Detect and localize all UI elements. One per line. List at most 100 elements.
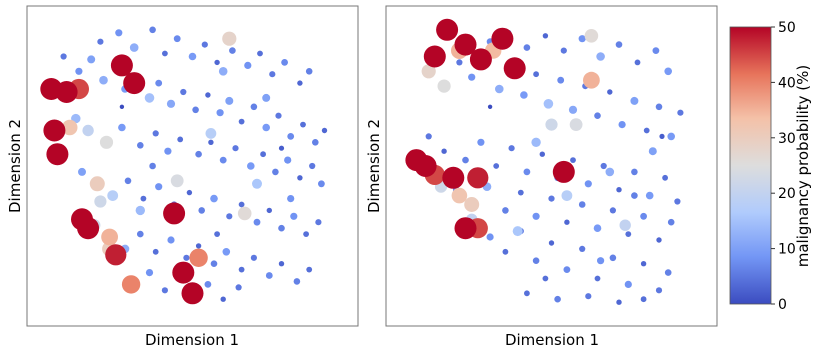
scatter-point — [631, 192, 638, 199]
scatter-point — [189, 248, 208, 267]
scatter-point — [220, 296, 226, 302]
scatter-point — [593, 224, 602, 232]
scatter-point — [520, 91, 528, 99]
scatter-point — [287, 133, 295, 140]
scatter-point — [306, 266, 313, 273]
scatter-point — [152, 248, 159, 255]
scatter-point — [155, 79, 163, 87]
scatter-point — [543, 99, 554, 109]
scatter-point — [260, 151, 266, 158]
scatter-point — [616, 187, 622, 193]
scatter-point — [183, 254, 190, 261]
scatter-point — [192, 106, 199, 114]
scatter-point — [584, 180, 592, 188]
scatter-point — [247, 162, 255, 170]
scatter-point — [123, 72, 146, 95]
scatter-point — [60, 53, 67, 60]
scatter-point — [107, 190, 119, 202]
scatter-point — [214, 231, 221, 238]
scatter-point — [149, 162, 156, 170]
scatter-point — [287, 195, 295, 203]
scatter-point — [585, 293, 592, 300]
scatter-point — [210, 194, 218, 203]
scatter-point — [181, 282, 204, 305]
scatter-point — [493, 163, 500, 169]
scatter-point — [121, 275, 141, 294]
scatter-point — [105, 244, 127, 266]
scatter-point — [201, 41, 208, 48]
scatter-point — [118, 123, 126, 132]
scatter-point — [124, 177, 132, 185]
scatter-point — [524, 290, 530, 297]
scatter-point — [414, 155, 437, 177]
scatter-point — [645, 191, 654, 200]
scatter-point — [137, 230, 144, 238]
scatter-point — [167, 236, 175, 244]
scatter-point — [523, 44, 531, 51]
scatter-point — [152, 130, 159, 137]
scatter-point — [214, 59, 220, 66]
scatter-point — [238, 266, 245, 273]
scatter-point — [594, 275, 601, 282]
scatter-point — [469, 48, 492, 71]
scatter-point — [625, 231, 632, 238]
scatter-point — [451, 187, 468, 204]
scatter-point — [161, 287, 168, 294]
scatter-point — [140, 195, 147, 202]
scatter-point — [531, 137, 541, 147]
scatter-point — [177, 136, 184, 143]
scatter-point — [303, 231, 309, 238]
scatter-point — [278, 261, 285, 267]
scatter-point — [557, 76, 565, 84]
scatter-point — [442, 166, 465, 189]
scatter-point — [204, 281, 212, 288]
scatter-point — [293, 278, 301, 285]
scatter-point — [297, 175, 303, 181]
scatter-point — [662, 174, 668, 181]
scatter-point — [145, 269, 154, 277]
scatter-point — [619, 219, 631, 231]
scatter-point — [205, 127, 217, 139]
scatter-point — [517, 189, 524, 196]
scatter-point — [170, 174, 184, 188]
scatter-point — [584, 29, 599, 43]
right-ylabel: Dimension 2 — [365, 119, 383, 213]
scatter-point — [226, 213, 233, 220]
scatter-point — [594, 112, 601, 119]
right-scatter-points — [405, 18, 684, 305]
scatter-point — [467, 167, 489, 189]
scatter-point — [162, 50, 168, 57]
scatter-point — [491, 27, 514, 50]
scatter-point — [664, 67, 672, 76]
scatter-point — [560, 47, 567, 54]
scatter-point — [554, 295, 561, 303]
scatter-point — [257, 50, 263, 57]
scatter-point — [281, 59, 288, 66]
scatter-point — [468, 73, 476, 81]
scatter-point — [561, 190, 573, 202]
scatter-point — [135, 205, 145, 216]
left-ylabel: Dimension 2 — [6, 119, 24, 213]
scatter-point — [99, 135, 114, 149]
scatter-point — [115, 29, 123, 37]
scatter-point — [305, 68, 313, 75]
scatter-point — [532, 257, 540, 265]
left-xlabel: Dimension 1 — [145, 331, 239, 349]
scatter-point — [75, 67, 83, 75]
scatter-point — [99, 75, 108, 85]
scatter-point — [173, 35, 181, 43]
scatter-point — [87, 55, 96, 64]
scatter-point — [195, 243, 202, 249]
scatter-point — [667, 132, 675, 141]
scatter-point — [609, 207, 617, 214]
scatter-point — [564, 219, 570, 225]
scatter-point — [667, 218, 675, 226]
scatter-point — [487, 104, 493, 110]
left-panel: Dimension 1 Dimension 2 — [6, 5, 359, 349]
scatter-point — [597, 257, 605, 265]
scatter-point — [222, 248, 231, 256]
scatter-point — [508, 145, 515, 152]
scatter-point — [607, 89, 613, 95]
left-plot-frame — [26, 5, 359, 327]
scatter-point — [250, 103, 258, 111]
